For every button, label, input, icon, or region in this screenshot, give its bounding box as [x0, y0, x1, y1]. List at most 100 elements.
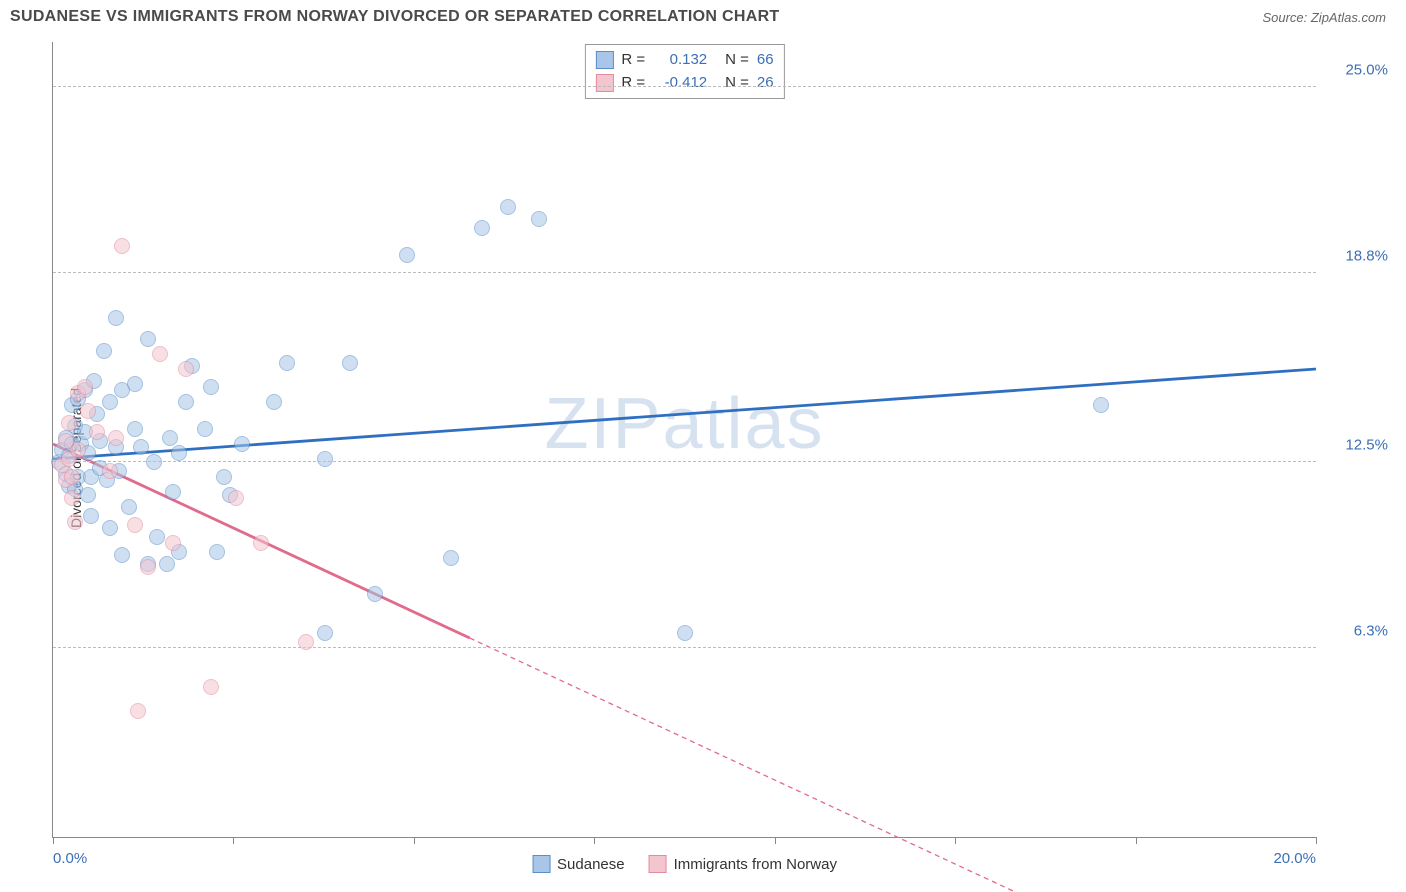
data-point	[165, 484, 181, 500]
gridline-h	[53, 647, 1316, 648]
data-point	[77, 379, 93, 395]
x-tick-label: 0.0%	[53, 850, 87, 867]
gridline-h	[53, 461, 1316, 462]
data-point	[102, 394, 118, 410]
gridline-h	[53, 86, 1316, 87]
data-point	[399, 247, 415, 263]
data-point	[474, 220, 490, 236]
source-attribution: Source: ZipAtlas.com	[1262, 10, 1386, 25]
x-tick	[53, 837, 54, 844]
legend-item: Sudanese	[532, 855, 625, 873]
data-point	[1093, 397, 1109, 413]
data-point	[146, 454, 162, 470]
correlation-legend: R = 0.132 N = 66 R = -0.412 N = 26	[584, 44, 784, 99]
data-point	[133, 439, 149, 455]
trend-line-extrapolated	[470, 638, 1316, 892]
data-point	[67, 514, 83, 530]
x-tick	[414, 837, 415, 844]
data-point	[266, 394, 282, 410]
data-point	[443, 550, 459, 566]
y-tick-label: 25.0%	[1326, 62, 1388, 79]
watermark-text: ZIPatlas	[544, 383, 824, 465]
correlation-row: R = -0.412 N = 26	[595, 72, 773, 95]
data-point	[108, 310, 124, 326]
data-point	[121, 499, 137, 515]
data-point	[127, 421, 143, 437]
chart-title: SUDANESE VS IMMIGRANTS FROM NORWAY DIVOR…	[10, 8, 780, 26]
n-value: 26	[757, 72, 774, 95]
data-point	[171, 445, 187, 461]
data-point	[317, 451, 333, 467]
legend-label: Immigrants from Norway	[674, 856, 837, 873]
data-point	[677, 625, 693, 641]
legend-item: Immigrants from Norway	[649, 855, 837, 873]
data-point	[162, 430, 178, 446]
x-tick	[594, 837, 595, 844]
data-point	[279, 355, 295, 371]
data-point	[197, 421, 213, 437]
data-point	[500, 199, 516, 215]
data-point	[178, 361, 194, 377]
data-point	[114, 547, 130, 563]
data-point	[114, 238, 130, 254]
n-label: N =	[725, 49, 749, 72]
data-point	[127, 517, 143, 533]
data-point	[140, 559, 156, 575]
data-point	[203, 379, 219, 395]
data-point	[102, 520, 118, 536]
data-point	[96, 343, 112, 359]
data-point	[228, 490, 244, 506]
data-point	[531, 211, 547, 227]
r-label: R =	[621, 72, 645, 95]
data-point	[165, 535, 181, 551]
data-point	[89, 424, 105, 440]
legend-swatch	[595, 51, 613, 69]
x-tick	[1136, 837, 1137, 844]
legend-swatch	[649, 855, 667, 873]
data-point	[80, 403, 96, 419]
r-value: 0.132	[653, 49, 707, 72]
series-legend: Sudanese Immigrants from Norway	[532, 855, 837, 873]
data-point	[298, 634, 314, 650]
data-point	[64, 490, 80, 506]
data-point	[367, 586, 383, 602]
data-point	[178, 394, 194, 410]
data-point	[317, 625, 333, 641]
data-point	[70, 442, 86, 458]
data-point	[130, 703, 146, 719]
x-tick-label: 20.0%	[1273, 850, 1316, 867]
data-point	[127, 376, 143, 392]
data-point	[152, 346, 168, 362]
legend-swatch	[595, 74, 613, 92]
x-tick	[233, 837, 234, 844]
data-point	[80, 487, 96, 503]
data-point	[234, 436, 250, 452]
data-point	[203, 679, 219, 695]
correlation-row: R = 0.132 N = 66	[595, 49, 773, 72]
data-point	[61, 415, 77, 431]
n-value: 66	[757, 49, 774, 72]
data-point	[159, 556, 175, 572]
gridline-h	[53, 272, 1316, 273]
y-tick-label: 6.3%	[1326, 623, 1388, 640]
chart-container: Divorced or Separated ZIPatlas R =0.132N…	[10, 34, 1396, 882]
data-point	[342, 355, 358, 371]
x-tick	[955, 837, 956, 844]
data-point	[102, 463, 118, 479]
r-label: R =	[621, 49, 645, 72]
x-tick	[1316, 837, 1317, 844]
r-value: -0.412	[653, 72, 707, 95]
plot-area: ZIPatlas R =0.132N =66R =-0.412N =26 Sud…	[52, 42, 1316, 838]
data-point	[140, 331, 156, 347]
data-point	[64, 469, 80, 485]
data-point	[253, 535, 269, 551]
legend-label: Sudanese	[557, 856, 625, 873]
data-point	[209, 544, 225, 560]
data-point	[216, 469, 232, 485]
legend-swatch	[532, 855, 550, 873]
y-tick-label: 12.5%	[1326, 437, 1388, 454]
data-point	[108, 430, 124, 446]
data-point	[83, 508, 99, 524]
y-tick-label: 18.8%	[1326, 248, 1388, 265]
n-label: N =	[725, 72, 749, 95]
